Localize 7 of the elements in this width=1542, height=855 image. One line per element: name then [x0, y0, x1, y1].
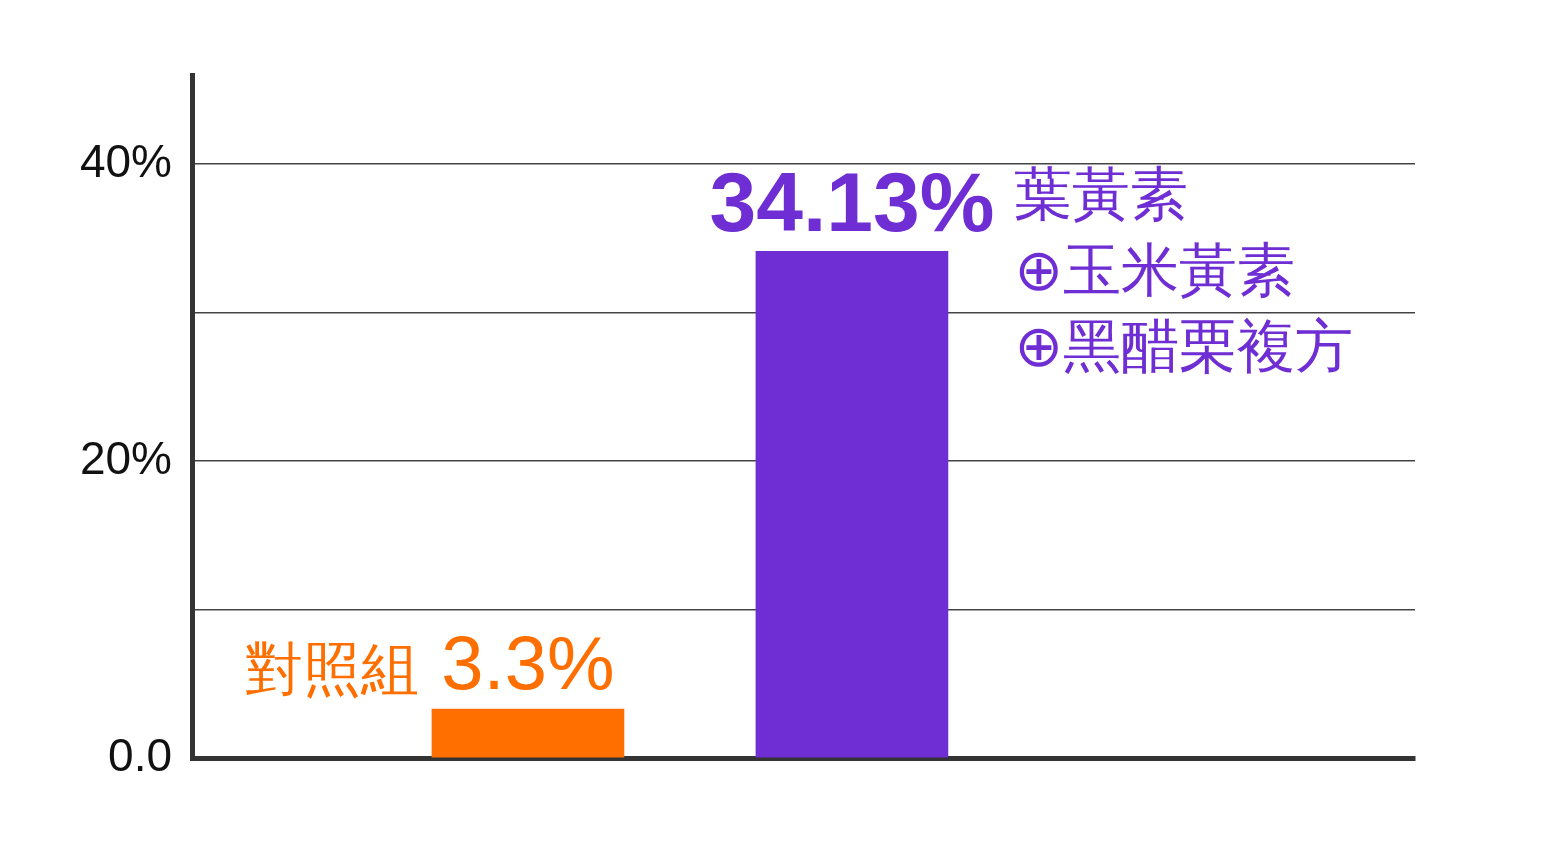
- data-label: 34.13%: [709, 155, 995, 250]
- y-tick-label: 20%: [79, 431, 172, 484]
- data-label: 3.3%: [441, 620, 615, 705]
- x-tick-label: 對照組: [245, 636, 420, 701]
- x-tick-label: 葉黃素 ⊕玉米黃素 ⊕黑醋栗複方: [1014, 161, 1353, 379]
- y-tick-label: 40%: [79, 134, 172, 187]
- y-tick-label: 0.0: [108, 728, 172, 781]
